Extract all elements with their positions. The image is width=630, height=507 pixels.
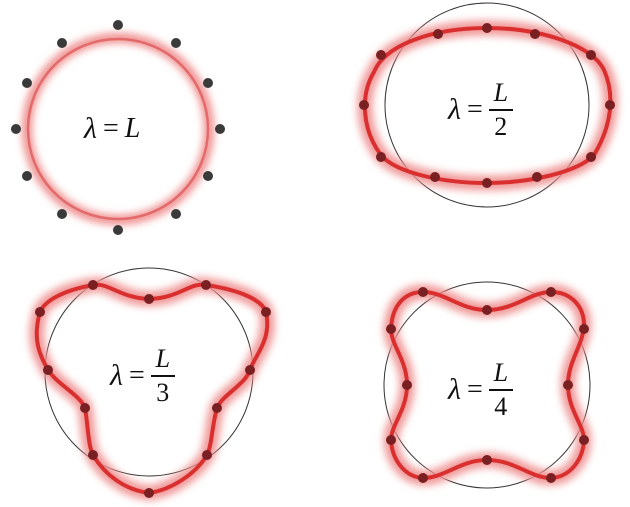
- atom: [546, 473, 556, 483]
- wave-ring: [26, 37, 210, 221]
- atom: [35, 307, 45, 317]
- equals-sign: =: [103, 113, 119, 144]
- atom: [532, 172, 542, 182]
- atom: [203, 78, 213, 88]
- atom-ring: [359, 23, 615, 188]
- lambda-symbol: λ: [84, 112, 97, 145]
- label-lambda-L-3: λ = L 3: [110, 346, 175, 406]
- atom-ring: [11, 20, 225, 235]
- atom: [171, 38, 181, 48]
- atom: [482, 178, 492, 188]
- atom: [386, 435, 396, 445]
- equals-sign: =: [467, 93, 483, 125]
- atom: [586, 152, 596, 162]
- fraction-bar: [150, 375, 175, 377]
- atom: [80, 403, 90, 413]
- atom: [203, 171, 213, 181]
- atom: [57, 209, 67, 219]
- panel-lambda-L: [11, 20, 225, 235]
- fraction-denominator: 2: [494, 111, 508, 141]
- atom: [376, 152, 386, 162]
- equals-sign: =: [467, 373, 483, 405]
- atom: [482, 23, 492, 33]
- lambda-symbol: λ: [448, 372, 461, 406]
- wavelength-value: L: [124, 113, 141, 144]
- atom: [212, 403, 222, 413]
- atom: [215, 124, 225, 134]
- fraction-bar: [488, 389, 513, 391]
- atom: [144, 294, 154, 304]
- fraction-numerator: L: [155, 344, 171, 373]
- atom: [113, 20, 123, 30]
- panel-lambda-L-2: [357, 2, 618, 208]
- atom: [57, 38, 67, 48]
- lambda-symbol: λ: [448, 92, 461, 126]
- atom-ring: [386, 287, 589, 483]
- atom: [22, 78, 32, 88]
- atom: [201, 280, 211, 290]
- atom: [113, 225, 123, 235]
- atom: [11, 124, 21, 134]
- fraction-numerator: L: [493, 78, 509, 107]
- fraction-denominator: 3: [156, 377, 170, 407]
- label-lambda-L-2: λ = L 2: [448, 80, 513, 140]
- atom: [376, 50, 386, 60]
- fraction-denominator: 4: [494, 391, 508, 421]
- atom: [605, 100, 615, 110]
- atom: [22, 171, 32, 181]
- atom: [88, 280, 98, 290]
- atom: [430, 172, 440, 182]
- atom: [171, 209, 181, 219]
- lambda-symbol: λ: [110, 358, 123, 392]
- fraction: L 2: [488, 78, 513, 141]
- atom: [402, 380, 412, 390]
- atom: [482, 455, 492, 465]
- atom: [245, 365, 255, 375]
- atom: [433, 29, 443, 39]
- atom: [579, 324, 589, 334]
- fraction: L 3: [150, 344, 175, 407]
- fraction-numerator: L: [493, 358, 509, 387]
- atom: [261, 307, 271, 317]
- atom: [43, 365, 53, 375]
- fraction-bar: [488, 109, 513, 111]
- atom-ring: [35, 280, 271, 498]
- atom: [530, 29, 540, 39]
- atom: [202, 450, 212, 460]
- panel-lambda-L-4: [383, 281, 592, 489]
- atom: [88, 450, 98, 460]
- atom: [386, 324, 396, 334]
- label-lambda-L: λ = L: [84, 112, 140, 146]
- atom: [144, 488, 154, 498]
- atom: [359, 100, 369, 110]
- atom: [418, 287, 428, 297]
- atom: [586, 50, 596, 60]
- atom: [579, 435, 589, 445]
- label-lambda-L-4: λ = L 4: [448, 360, 513, 420]
- reference-circle: [383, 281, 591, 489]
- atom: [482, 305, 492, 315]
- fraction: L 4: [488, 358, 513, 421]
- reference-circle: [384, 2, 590, 208]
- equals-sign: =: [129, 359, 145, 391]
- atom: [418, 473, 428, 483]
- atom: [546, 287, 556, 297]
- panel-lambda-L-3: [29, 267, 275, 501]
- atom: [563, 380, 573, 390]
